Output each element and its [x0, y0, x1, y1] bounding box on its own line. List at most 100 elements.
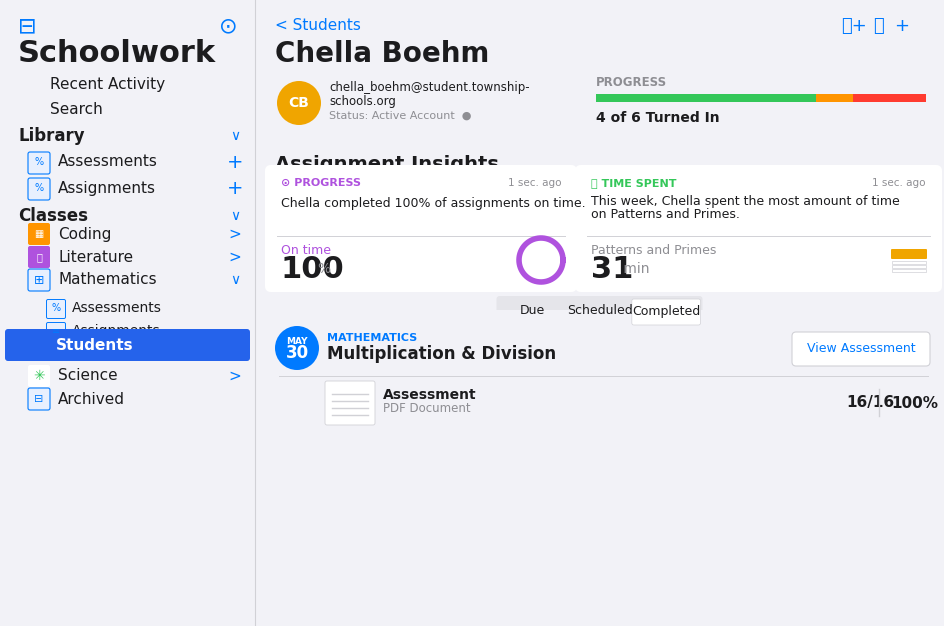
Text: Due: Due — [520, 304, 546, 317]
FancyBboxPatch shape — [28, 223, 50, 245]
Text: %: % — [317, 262, 330, 276]
Text: >: > — [228, 250, 242, 265]
Text: ▦: ▦ — [34, 229, 43, 239]
Text: %: % — [51, 303, 60, 313]
FancyBboxPatch shape — [580, 62, 942, 144]
Text: Assessments: Assessments — [72, 301, 161, 315]
Text: ⏱ TIME SPENT: ⏱ TIME SPENT — [591, 178, 677, 188]
Text: Library: Library — [18, 127, 85, 145]
Text: ⊟: ⊟ — [34, 394, 43, 404]
Text: 4 of 6 Turned In: 4 of 6 Turned In — [596, 111, 719, 125]
Text: This week, Chella spent the most amount of time: This week, Chella spent the most amount … — [591, 195, 900, 207]
Text: MATHEMATICS: MATHEMATICS — [327, 333, 417, 343]
Text: schools.org: schools.org — [329, 95, 396, 108]
Text: >: > — [228, 369, 242, 384]
Text: ⊙: ⊙ — [219, 16, 237, 36]
FancyBboxPatch shape — [852, 94, 926, 102]
Text: 31: 31 — [591, 255, 633, 284]
Text: Scheduled: Scheduled — [566, 304, 632, 317]
Text: 👤+: 👤+ — [841, 17, 867, 35]
FancyBboxPatch shape — [817, 94, 852, 102]
FancyBboxPatch shape — [325, 381, 375, 425]
Text: Students: Students — [56, 337, 134, 352]
Text: +: + — [227, 178, 244, 197]
Text: Multiplication & Division: Multiplication & Division — [327, 345, 556, 363]
FancyBboxPatch shape — [265, 165, 577, 292]
Text: on Patterns and Primes.: on Patterns and Primes. — [591, 208, 740, 222]
Text: ⊙ PROGRESS: ⊙ PROGRESS — [281, 178, 361, 188]
FancyBboxPatch shape — [28, 152, 50, 174]
Text: >: > — [228, 227, 242, 242]
Text: Assignments: Assignments — [72, 324, 160, 338]
FancyBboxPatch shape — [28, 365, 50, 387]
Text: %: % — [34, 157, 43, 167]
Text: Science: Science — [58, 369, 118, 384]
FancyBboxPatch shape — [28, 246, 50, 268]
Text: PROGRESS: PROGRESS — [596, 76, 667, 90]
FancyBboxPatch shape — [28, 388, 50, 410]
Text: Assessments: Assessments — [58, 155, 158, 170]
FancyBboxPatch shape — [265, 310, 942, 437]
FancyBboxPatch shape — [892, 261, 926, 264]
FancyBboxPatch shape — [632, 299, 700, 325]
Text: Archived: Archived — [58, 391, 125, 406]
Text: Literature: Literature — [58, 250, 133, 265]
Text: Chella Boehm: Chella Boehm — [275, 40, 489, 68]
Circle shape — [275, 326, 319, 370]
FancyBboxPatch shape — [28, 269, 50, 291]
FancyBboxPatch shape — [792, 332, 930, 366]
Text: ∨: ∨ — [230, 273, 240, 287]
Text: +: + — [227, 153, 244, 172]
Text: 16/16: 16/16 — [846, 396, 894, 411]
Text: Assignment Insights: Assignment Insights — [275, 155, 498, 173]
Text: ∨: ∨ — [230, 209, 240, 223]
Text: 30: 30 — [285, 344, 309, 362]
Text: Classes: Classes — [18, 207, 88, 225]
Text: ⊞: ⊞ — [34, 274, 44, 287]
Text: +: + — [895, 17, 909, 35]
Text: Mathematics: Mathematics — [58, 272, 157, 287]
Text: < Students: < Students — [275, 19, 361, 34]
Circle shape — [277, 81, 321, 125]
Text: 1 sec. ago: 1 sec. ago — [508, 178, 561, 188]
FancyBboxPatch shape — [5, 329, 250, 361]
Text: %: % — [34, 183, 43, 193]
Text: Patterns and Primes: Patterns and Primes — [591, 244, 716, 257]
FancyBboxPatch shape — [0, 0, 255, 626]
Text: 💬: 💬 — [872, 17, 884, 35]
Text: PDF Document: PDF Document — [383, 403, 471, 416]
Text: Search: Search — [50, 103, 103, 118]
Text: min: min — [619, 262, 649, 276]
Text: 📚: 📚 — [36, 252, 42, 262]
FancyBboxPatch shape — [892, 269, 926, 272]
Text: Recent Activity: Recent Activity — [50, 76, 165, 91]
Text: Chella completed 100% of assignments on time.: Chella completed 100% of assignments on … — [281, 197, 585, 210]
FancyBboxPatch shape — [891, 249, 927, 259]
Text: Assessment: Assessment — [383, 388, 477, 402]
Text: chella_boehm@student.township-: chella_boehm@student.township- — [329, 81, 530, 95]
Text: CB: CB — [289, 96, 310, 110]
Text: 1 sec. ago: 1 sec. ago — [872, 178, 926, 188]
Text: Schoolwork: Schoolwork — [18, 39, 216, 68]
FancyBboxPatch shape — [46, 299, 65, 319]
FancyBboxPatch shape — [46, 322, 65, 342]
Text: Assignments: Assignments — [58, 180, 156, 195]
FancyBboxPatch shape — [497, 296, 702, 328]
Text: MAY: MAY — [286, 337, 308, 346]
Text: 100%: 100% — [891, 396, 938, 411]
Text: ∨: ∨ — [230, 129, 240, 143]
Text: On time: On time — [281, 244, 331, 257]
FancyBboxPatch shape — [596, 94, 817, 102]
FancyBboxPatch shape — [265, 62, 582, 144]
Text: ⊟: ⊟ — [18, 16, 37, 36]
Text: Completed: Completed — [632, 304, 700, 317]
FancyBboxPatch shape — [28, 178, 50, 200]
FancyBboxPatch shape — [892, 265, 926, 268]
Text: View Assessment: View Assessment — [807, 342, 916, 356]
Text: Status: Active Account  ●: Status: Active Account ● — [329, 111, 471, 121]
Text: Coding: Coding — [58, 227, 111, 242]
Text: 100: 100 — [281, 255, 345, 284]
Text: ✳: ✳ — [33, 369, 44, 383]
Text: ≡: ≡ — [52, 326, 60, 336]
FancyBboxPatch shape — [575, 165, 942, 292]
